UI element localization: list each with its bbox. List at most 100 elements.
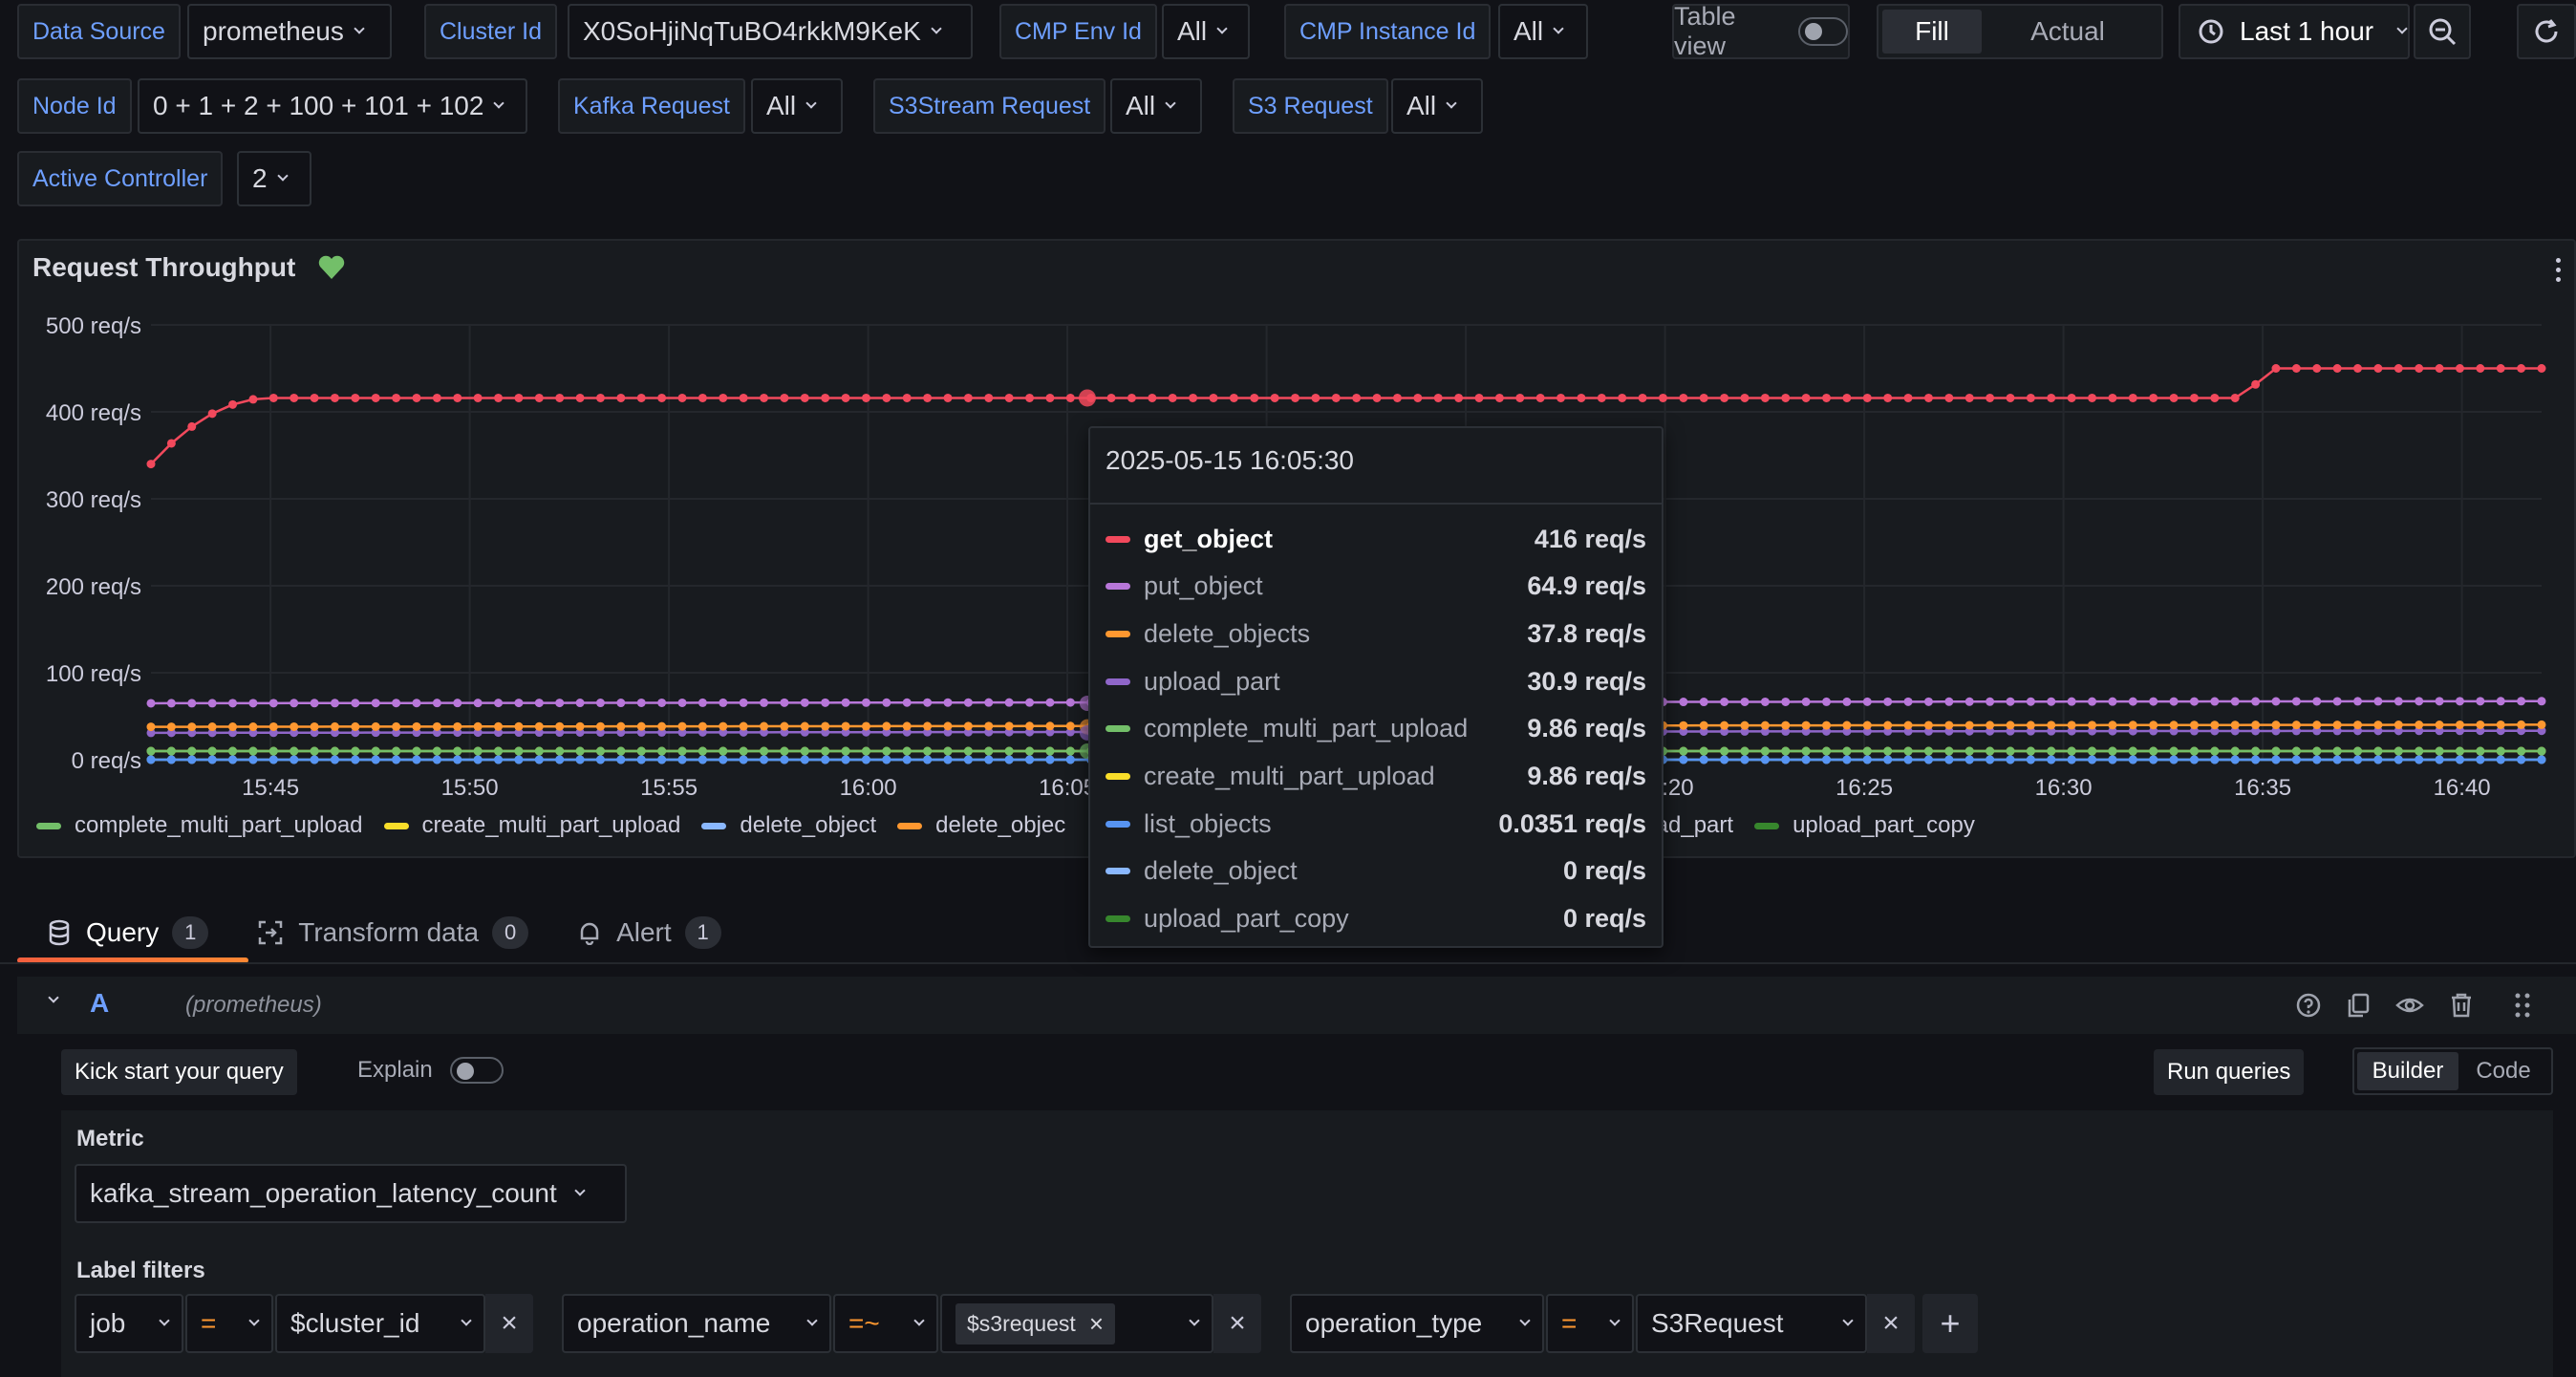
data-source-select[interactable]: prometheus	[187, 4, 392, 59]
query-ref-id[interactable]: A	[90, 988, 110, 1018]
toggle-switch[interactable]	[1798, 17, 1848, 46]
series-point	[1065, 721, 1075, 731]
remove-filter-button[interactable]: ×	[1867, 1294, 1915, 1353]
series-point	[575, 393, 585, 402]
close-icon: ×	[1229, 1307, 1246, 1339]
add-filter-button[interactable]: +	[1922, 1294, 1978, 1353]
cluster-id-select[interactable]: X0SoHjiNqTuBO4rkkM9KeK	[568, 4, 973, 59]
series-point	[166, 439, 176, 448]
series-point	[1189, 393, 1198, 402]
series-point	[2291, 755, 2301, 764]
series-point	[698, 721, 707, 731]
time-range-picker[interactable]: Last 1 hour	[2179, 4, 2410, 59]
series-point	[1862, 393, 1872, 402]
series-point	[861, 727, 870, 737]
filter-value-multiselect[interactable]: $s3request ×	[940, 1294, 1213, 1353]
kick-start-button[interactable]: Kick start your query	[61, 1049, 297, 1095]
series-point	[861, 755, 870, 764]
series-point	[1760, 755, 1770, 764]
active-controller-select[interactable]: 2	[237, 151, 311, 206]
series-point	[636, 746, 646, 756]
tab-transform-data[interactable]: Transform data 0	[258, 903, 529, 962]
series-point	[861, 746, 870, 756]
series-point	[963, 721, 973, 731]
series-point	[595, 727, 605, 737]
series-point	[453, 746, 462, 756]
close-icon: ×	[501, 1307, 518, 1339]
series-point	[1065, 727, 1075, 737]
cmp-env-id-select[interactable]: All	[1162, 4, 1250, 59]
explain-toggle[interactable]: Explain	[357, 1057, 504, 1084]
refresh-button[interactable]	[2517, 4, 2576, 59]
series-point	[2088, 721, 2097, 730]
series-point	[1720, 755, 1729, 764]
x-tick-label: 16:05	[1039, 775, 1096, 801]
remove-filter-button[interactable]: ×	[1213, 1294, 1261, 1353]
filter-value-select[interactable]: $cluster_id	[275, 1294, 485, 1353]
series-point	[2088, 393, 2097, 402]
explain-switch[interactable]	[449, 1057, 504, 1084]
series-point	[1964, 755, 1974, 764]
series-point	[1842, 726, 1852, 736]
zoom-out-button[interactable]	[2414, 4, 2471, 59]
series-point	[882, 746, 891, 756]
series-point	[310, 746, 319, 756]
drag-handle-icon[interactable]	[2505, 988, 2540, 1022]
help-icon[interactable]	[2291, 988, 2326, 1022]
run-queries-button[interactable]: Run queries	[2154, 1049, 2305, 1095]
remove-filter-button[interactable]: ×	[485, 1294, 533, 1353]
series-point	[1822, 721, 1832, 730]
kafka-request-select[interactable]: All	[751, 78, 843, 134]
series-point	[1720, 698, 1729, 707]
series-point	[698, 746, 707, 756]
trash-icon[interactable]	[2444, 988, 2479, 1022]
series-point	[923, 746, 933, 756]
series-point	[2230, 726, 2240, 736]
legend-item[interactable]: delete_object	[701, 812, 876, 839]
series-point	[2149, 726, 2158, 736]
series-point	[2210, 746, 2220, 756]
fill-button[interactable]: Fill	[1882, 10, 1982, 54]
legend-item[interactable]: complete_multi_part_upload	[36, 812, 363, 839]
legend-item[interactable]: upload_part_copy	[1754, 812, 1975, 839]
series-point	[1862, 726, 1872, 736]
series-point	[1515, 393, 1525, 402]
tooltip-row: complete_multi_part_upload 9.86 req/s	[1106, 710, 1646, 748]
series-point	[371, 746, 380, 756]
eye-icon[interactable]	[2393, 988, 2427, 1022]
series-point	[2435, 746, 2444, 756]
series-point	[800, 721, 809, 731]
s3stream-request-select[interactable]: All	[1110, 78, 1202, 134]
node-id-select[interactable]: 0 + 1 + 2 + 100 + 101 + 102	[138, 78, 527, 134]
series-point	[2169, 721, 2179, 730]
tabs-divider	[0, 962, 2576, 964]
filter-label-select[interactable]: operation_type	[1290, 1294, 1544, 1353]
filter-label-select[interactable]: job	[75, 1294, 183, 1353]
chip-close-icon[interactable]: ×	[1088, 1308, 1104, 1338]
filter-label-select[interactable]: operation_name	[562, 1294, 831, 1353]
actual-button[interactable]: Actual	[2030, 16, 2105, 46]
tab-query[interactable]: Query 1	[17, 903, 209, 962]
chevron-down-icon	[159, 1315, 170, 1326]
filter-operator-select[interactable]: =~	[833, 1294, 938, 1353]
code-mode-button[interactable]: Code	[2476, 1058, 2531, 1084]
metric-select[interactable]: kafka_stream_operation_latency_count	[75, 1164, 627, 1223]
filter-operator-select[interactable]: =	[185, 1294, 273, 1353]
legend-item[interactable]: create_multi_part_upload	[383, 812, 680, 839]
duplicate-icon[interactable]	[2341, 988, 2375, 1022]
table-view-toggle[interactable]: Table view	[1672, 2, 1850, 60]
tab-alert[interactable]: Alert 1	[578, 903, 721, 962]
tooltip-row: upload_part 30.9 req/s	[1106, 662, 1646, 700]
filter-operator-select[interactable]: =	[1546, 1294, 1634, 1353]
tooltip-series-name: list_objects	[1144, 808, 1272, 838]
series-point	[248, 755, 258, 764]
series-point	[575, 746, 585, 756]
s3-request-select[interactable]: All	[1391, 78, 1483, 134]
tab-query-count: 1	[172, 916, 209, 949]
builder-mode-button[interactable]: Builder	[2357, 1052, 2458, 1090]
legend-item[interactable]: delete_objec	[897, 812, 1065, 839]
series-point	[2210, 726, 2220, 736]
filter-value-select[interactable]: S3Request	[1636, 1294, 1867, 1353]
panel-menu-icon[interactable]	[2545, 250, 2570, 289]
cmp-instance-id-select[interactable]: All	[1498, 4, 1588, 59]
